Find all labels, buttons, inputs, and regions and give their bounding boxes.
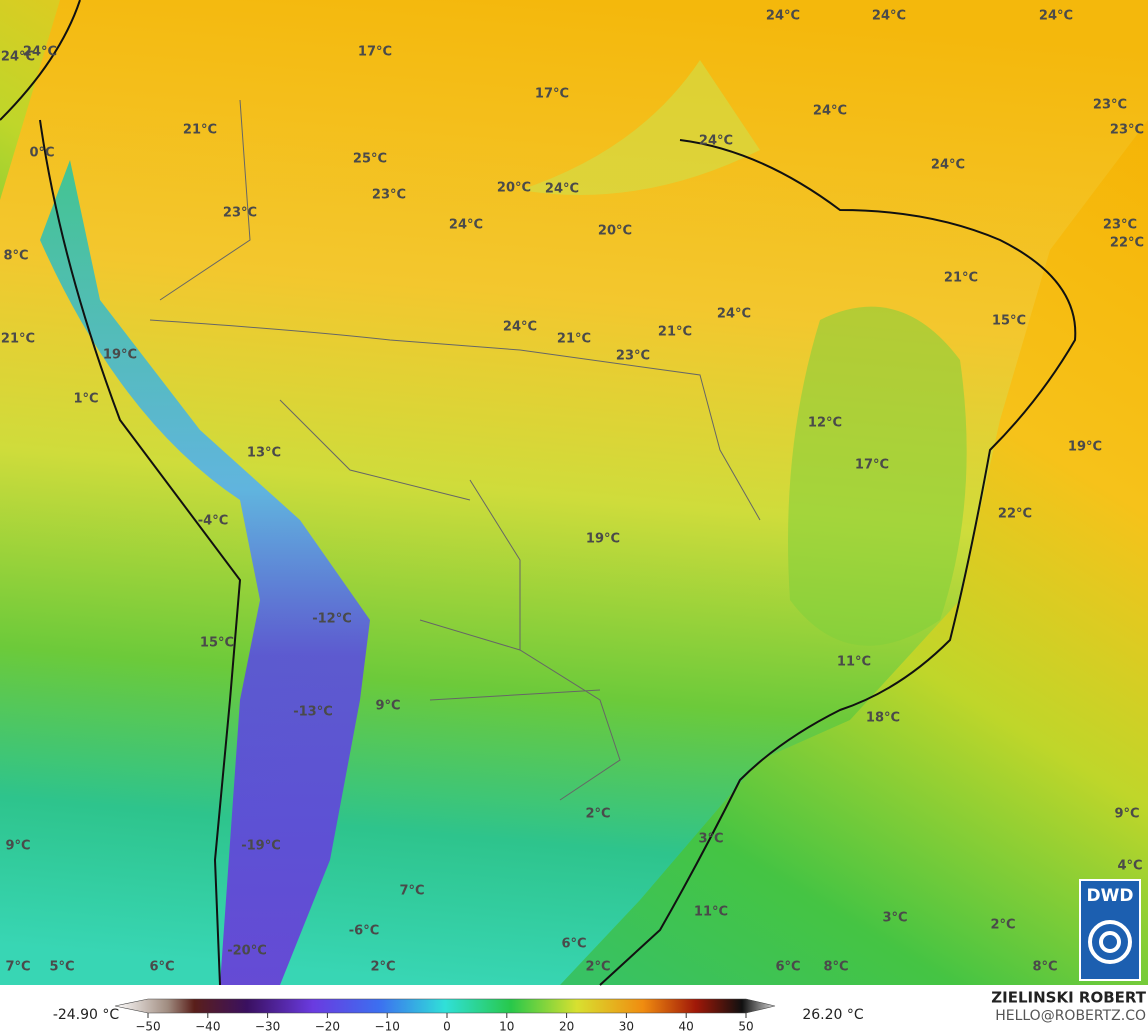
temperature-label: 19°C (103, 348, 137, 363)
temperature-label: 25°C (353, 152, 387, 167)
temperature-label: 18°C (866, 711, 900, 726)
temperature-label: 11°C (837, 655, 871, 670)
temperature-label: 23°C (223, 206, 257, 221)
warm-band (520, 60, 760, 195)
temperature-label: 9°C (375, 699, 400, 714)
temperature-label: 21°C (1, 332, 35, 347)
temperature-label: 8°C (3, 249, 28, 264)
temperature-label: 17°C (535, 87, 569, 102)
temperature-label: 1°C (73, 392, 98, 407)
temperature-label: 2°C (585, 807, 610, 822)
temperature-labels: 24°C 24°C 24°C24°C24°C 17°C17°C24°C 23°C23°C… (1, 9, 1144, 975)
temperature-label: 22°C (998, 507, 1032, 522)
temperature-label: 9°C (5, 839, 30, 854)
borders (149, 99, 761, 801)
temperature-label: 23°C (1103, 218, 1137, 233)
colorbar-tick-label: −30 (255, 1020, 280, 1034)
temperature-label: -4°C (198, 514, 228, 529)
temperature-label: 24°C (503, 320, 537, 335)
temperature-label: 17°C (855, 458, 889, 473)
temperature-label: 23°C (1093, 98, 1127, 113)
logo-spiral (1088, 920, 1132, 964)
temperature-label: 24°C (699, 134, 733, 149)
temperature-label: 19°C (586, 532, 620, 547)
colorbar-tick-label: −20 (315, 1020, 340, 1034)
temperature-label: 20°C (598, 224, 632, 239)
colorbar-tick-label: −10 (375, 1020, 400, 1034)
temperature-label: 2°C (990, 918, 1015, 933)
temperature-label: 15°C (992, 314, 1026, 329)
temperature-label: 7°C (399, 884, 424, 899)
temperature-label: 9°C (1114, 807, 1139, 822)
temperature-label: 24°C (717, 307, 751, 322)
temperature-label: 24°C (766, 9, 800, 24)
temperature-label: -6°C (349, 924, 379, 939)
temperature-label: 22°C (1110, 236, 1144, 251)
andes-cold (40, 160, 370, 985)
temperature-label: 23°C (616, 349, 650, 364)
contact: HELLO@ROBERTZ.CO (995, 1008, 1146, 1024)
temperature-label: 2°C (585, 960, 610, 975)
temperature-label: -12°C (312, 612, 352, 627)
colorbar: -24.90 °C 26.20 °C −50 −40 −30 −20 −10 0 10 20 3… (53, 998, 864, 1034)
temperature-label: 23°C (1110, 123, 1144, 138)
temperature-label: 5°C (49, 960, 74, 975)
coastline (0, 0, 1077, 986)
temperature-label: 20°C (497, 181, 531, 196)
colorbar-tick-label: −50 (135, 1020, 160, 1034)
temperature-label: 13°C (247, 446, 281, 461)
temperature-label: 24°C (449, 218, 483, 233)
colorbar-tick-label: 30 (619, 1020, 634, 1034)
temperature-label: -20°C (227, 944, 267, 959)
temperature-label: 17°C (358, 45, 392, 60)
temperature-label: 3°C (698, 832, 723, 847)
colorbar-tick-label: 10 (499, 1020, 514, 1034)
temperature-label: 21°C (944, 271, 978, 286)
temperature-label: 24°C (545, 182, 579, 197)
temperature-label: 7°C (5, 960, 30, 975)
temperature-label: 12°C (808, 416, 842, 431)
temperature-label: -13°C (293, 705, 333, 720)
temperature-label: 21°C (557, 332, 591, 347)
map (0, 0, 1148, 986)
logo-spiral-inner (1099, 931, 1121, 953)
temperature-label: 24°C (1039, 9, 1073, 24)
temperature-label: 21°C (183, 123, 217, 138)
temperature-label: 15°C (200, 636, 234, 651)
credits: ZIELINSKI ROBERT HELLO@ROBERTZ.CO DWD (991, 879, 1147, 1024)
colorbar-tick-label: 20 (559, 1020, 574, 1034)
colorbar-tick-label: 50 (738, 1020, 753, 1034)
temperature-label: 24°C (931, 158, 965, 173)
logo-text: DWD (1087, 886, 1134, 906)
colorbar-gradient (114, 998, 776, 1014)
temperature-label: 8°C (823, 960, 848, 975)
temperature-label: 4°C (1117, 859, 1142, 874)
temperature-label: 6°C (149, 960, 174, 975)
highlands (788, 306, 967, 646)
temperature-label: 24°C (1, 50, 35, 65)
temperature-label: -19°C (241, 839, 281, 854)
temperature-label: 6°C (775, 960, 800, 975)
temperature-label: 6°C (561, 937, 586, 952)
author: ZIELINSKI ROBERT (991, 989, 1146, 1007)
temperature-label: 2°C (370, 960, 395, 975)
temperature-label: 0°C (29, 146, 54, 161)
colorbar-max: 26.20 °C (802, 1007, 864, 1023)
temperature-label: 8°C (1032, 960, 1057, 975)
temperature-label: 11°C (694, 905, 728, 920)
temperature-label: 23°C (372, 188, 406, 203)
colorbar-tick-label: −40 (195, 1020, 220, 1034)
colorbar-tick-label: 40 (679, 1020, 694, 1034)
colorbar-tick-label: 0 (443, 1020, 451, 1034)
temperature-label: 24°C (23, 45, 57, 60)
temperature-label: 24°C (872, 9, 906, 24)
temperature-label: 3°C (882, 911, 907, 926)
temperature-label: 21°C (658, 325, 692, 340)
colorbar-ticks: −50 −40 −30 −20 −10 0 10 20 30 40 50 (135, 1013, 754, 1034)
colorbar-min: -24.90 °C (53, 1007, 120, 1023)
temperature-label: 19°C (1068, 440, 1102, 455)
temperature-label: 24°C (813, 104, 847, 119)
